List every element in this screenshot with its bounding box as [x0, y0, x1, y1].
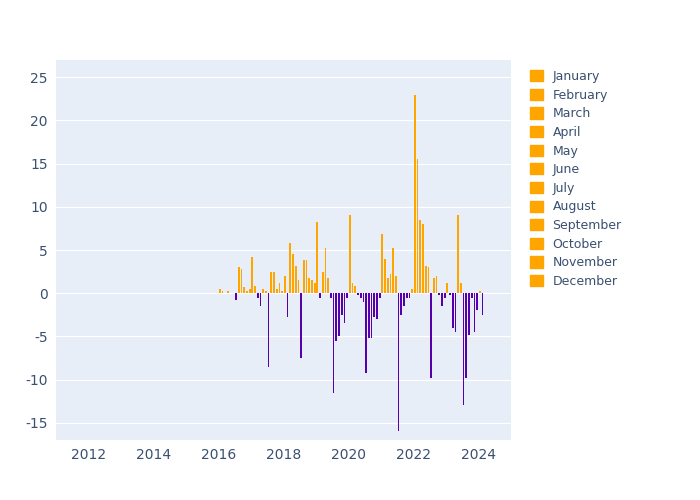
Bar [409, 293, 410, 298]
Bar [295, 266, 297, 293]
Bar [306, 260, 307, 293]
Bar [368, 293, 370, 338]
Bar [403, 293, 405, 306]
Bar [314, 283, 316, 293]
Bar [328, 278, 329, 293]
Bar [441, 293, 443, 306]
Bar [365, 293, 367, 372]
Bar [433, 278, 435, 293]
Bar [332, 293, 335, 392]
Bar [303, 260, 304, 293]
Bar [444, 293, 445, 298]
Bar [454, 293, 456, 332]
Bar [351, 283, 354, 293]
Bar [235, 293, 237, 300]
Bar [349, 216, 351, 293]
Bar [430, 293, 432, 378]
Bar [468, 293, 470, 335]
Bar [360, 293, 362, 298]
Bar [276, 289, 278, 293]
Legend: January, February, March, April, May, June, July, August, September, October, No: January, February, March, April, May, Ju… [526, 66, 626, 292]
Bar [222, 292, 223, 293]
Bar [382, 234, 383, 293]
Bar [308, 278, 310, 293]
Bar [428, 268, 429, 293]
Bar [267, 293, 270, 366]
Bar [265, 290, 267, 293]
Bar [344, 293, 345, 324]
Bar [319, 293, 321, 298]
Bar [363, 293, 364, 302]
Bar [311, 280, 313, 293]
Bar [390, 274, 391, 293]
Bar [325, 248, 326, 293]
Bar [457, 216, 459, 293]
Bar [238, 268, 239, 293]
Bar [338, 293, 340, 337]
Bar [392, 248, 394, 293]
Bar [479, 292, 481, 293]
Bar [354, 286, 356, 293]
Bar [279, 283, 280, 293]
Bar [341, 293, 342, 315]
Bar [384, 258, 386, 293]
Bar [400, 293, 402, 315]
Bar [335, 293, 337, 341]
Bar [316, 222, 319, 293]
Bar [376, 293, 378, 319]
Bar [330, 293, 332, 298]
Bar [419, 220, 421, 293]
Bar [281, 290, 283, 293]
Bar [447, 283, 448, 293]
Bar [289, 243, 291, 293]
Bar [370, 293, 372, 338]
Bar [482, 293, 484, 315]
Bar [387, 278, 388, 293]
Bar [346, 293, 348, 298]
Bar [241, 269, 242, 293]
Bar [412, 289, 413, 293]
Bar [262, 289, 264, 293]
Bar [435, 276, 438, 293]
Bar [257, 293, 259, 298]
Bar [471, 293, 472, 298]
Bar [260, 293, 261, 306]
Bar [414, 94, 416, 293]
Bar [270, 272, 272, 293]
Bar [416, 160, 419, 293]
Bar [292, 254, 294, 293]
Bar [248, 289, 251, 293]
Bar [300, 293, 302, 358]
Bar [284, 276, 286, 293]
Bar [273, 272, 275, 293]
Bar [254, 286, 256, 293]
Bar [476, 293, 478, 310]
Bar [227, 290, 229, 293]
Bar [246, 292, 248, 293]
Bar [287, 293, 288, 316]
Bar [466, 293, 467, 378]
Bar [373, 293, 375, 318]
Bar [438, 293, 440, 295]
Bar [379, 293, 381, 298]
Bar [398, 293, 400, 432]
Bar [452, 293, 454, 328]
Bar [244, 287, 245, 293]
Bar [406, 293, 407, 298]
Bar [425, 266, 426, 293]
Bar [251, 257, 253, 293]
Bar [298, 280, 300, 293]
Bar [395, 276, 397, 293]
Bar [473, 293, 475, 332]
Bar [219, 289, 220, 293]
Bar [449, 293, 451, 295]
Bar [463, 293, 465, 406]
Bar [322, 272, 323, 293]
Bar [422, 224, 424, 293]
Bar [460, 283, 462, 293]
Bar [357, 293, 359, 295]
